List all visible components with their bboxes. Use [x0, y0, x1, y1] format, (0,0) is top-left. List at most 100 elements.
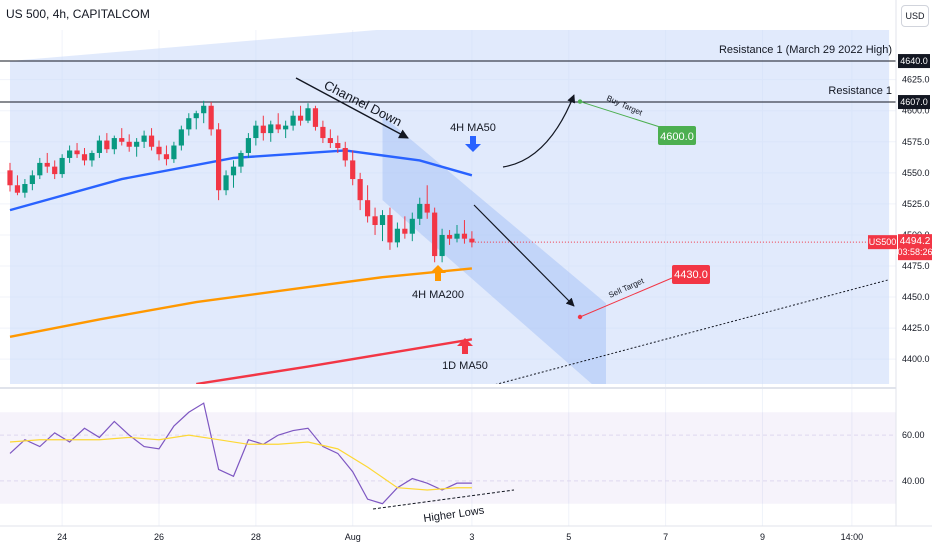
time-tick-label: Aug — [345, 532, 361, 542]
arrow-shape — [457, 338, 473, 354]
rsi-axis-labels[interactable]: 40.00 60.00 — [902, 430, 925, 486]
candle-body — [223, 175, 229, 191]
sell-target-badge — [672, 265, 710, 284]
price-tick-label: 4475.0 — [902, 261, 930, 271]
candle-body — [119, 138, 125, 142]
candle-body — [409, 218, 415, 234]
candle-body — [402, 228, 408, 234]
candle-body — [81, 154, 88, 161]
resistance-label-1: Resistance 1 — [828, 85, 892, 97]
candle-body — [387, 215, 393, 243]
candle-body — [372, 216, 378, 226]
candle-body — [193, 113, 199, 119]
candle-body — [134, 141, 140, 147]
buy-projection-arrow — [502, 94, 576, 168]
candle-body — [163, 154, 170, 160]
symbol-tag — [868, 235, 897, 250]
time-tick-label: 7 — [663, 532, 668, 542]
ma50-1d-arrow-icon — [457, 338, 473, 354]
symbol-tag-text: US500 — [869, 237, 897, 247]
price-tick-label: 4600.0 — [902, 106, 930, 116]
candle-body — [111, 138, 117, 150]
candle-body — [44, 162, 50, 167]
candle-body — [141, 135, 147, 142]
time-tick-label: 14:00 — [841, 532, 864, 542]
ma50-1d-label: 1D MA50 — [442, 360, 488, 372]
candle-body — [379, 215, 386, 226]
sell-projection-arrow — [473, 204, 575, 307]
time-tick-label: 26 — [154, 532, 164, 542]
candle-body — [305, 108, 311, 121]
buy-target-point — [577, 99, 583, 104]
candle-body — [357, 179, 363, 201]
resistance-price-tag-4640 — [898, 54, 930, 69]
time-tick-label: 24 — [57, 532, 67, 542]
candle-body — [22, 184, 28, 193]
currency-button[interactable]: USD — [901, 5, 929, 27]
ma200-4h-arrow-icon — [430, 265, 446, 281]
candle-body — [260, 125, 266, 134]
candle-body — [350, 160, 356, 180]
last-price-value: 4494.2 — [900, 236, 931, 247]
price-tick-label: 4450.0 — [902, 292, 930, 302]
candle-body — [335, 143, 341, 148]
price-axis-labels[interactable]: 4400.04425.04450.04475.04500.04525.04550… — [902, 75, 930, 364]
candle-body — [104, 140, 110, 150]
time-tick-label: 9 — [760, 532, 765, 542]
candle-body — [417, 203, 423, 219]
price-tick-label: 4425.0 — [902, 323, 930, 333]
candle-body — [327, 138, 333, 144]
price-tick-label: 4525.0 — [902, 199, 930, 209]
candle-body — [29, 175, 35, 185]
symbol-title: US 500, 4h, CAPITALCOM — [6, 7, 150, 21]
rsi-gridlines — [0, 434, 896, 482]
candle-body — [171, 145, 177, 160]
time-tick-label: 5 — [566, 532, 571, 542]
candle-body — [7, 170, 13, 186]
arrow-shape — [430, 265, 446, 281]
rsi-ma-line — [9, 434, 472, 491]
candle-body — [469, 238, 475, 243]
ma50-4h-line — [9, 149, 473, 212]
price-tick-label: 4400.0 — [902, 354, 930, 364]
price-tick-label: 4625.0 — [902, 75, 930, 85]
resistance-price-tag-4640-text: 4640.0 — [900, 56, 928, 66]
candle-body — [283, 125, 289, 130]
candle-body — [148, 135, 155, 147]
candle-body — [439, 234, 445, 257]
candle-body — [394, 228, 400, 243]
candle-body — [67, 150, 73, 158]
candle-body — [156, 146, 162, 155]
candle-body — [59, 157, 65, 175]
channel-down-zone — [382, 115, 606, 384]
candle-body — [342, 148, 348, 161]
resistance-label-march-high: Resistance 1 (March 29 2022 High) — [719, 44, 892, 56]
candle-body — [37, 162, 43, 176]
price-tick-label: 4550.0 — [902, 168, 930, 178]
candle-body — [96, 140, 102, 153]
candle-body — [446, 234, 453, 239]
candle-body — [52, 166, 58, 175]
price-tick-label: 4575.0 — [902, 137, 930, 147]
long-trendline — [495, 279, 890, 384]
candle-body — [126, 141, 132, 147]
rsi-tick-label: 40.00 — [902, 476, 925, 486]
sell-target-value: 4430.0 — [674, 269, 708, 281]
candle-body — [178, 129, 184, 146]
candle-body — [312, 108, 319, 127]
candle-body — [245, 138, 251, 153]
candle-body — [208, 105, 214, 130]
candle-body — [74, 150, 80, 155]
rsi-tick-label: 60.00 — [902, 430, 925, 440]
resistance-price-tag-4607 — [898, 95, 930, 110]
buy-target-value: 4600.0 — [660, 131, 694, 143]
candle-body — [186, 118, 192, 130]
candlestick-series — [7, 100, 475, 263]
candle-body — [461, 233, 468, 239]
resistance-price-tag-4607-text: 4607.0 — [900, 97, 928, 107]
channel-down-arrow — [295, 77, 409, 139]
candle-body — [297, 115, 304, 121]
sell-target-line — [579, 277, 673, 318]
time-tick-label: 28 — [251, 532, 261, 542]
